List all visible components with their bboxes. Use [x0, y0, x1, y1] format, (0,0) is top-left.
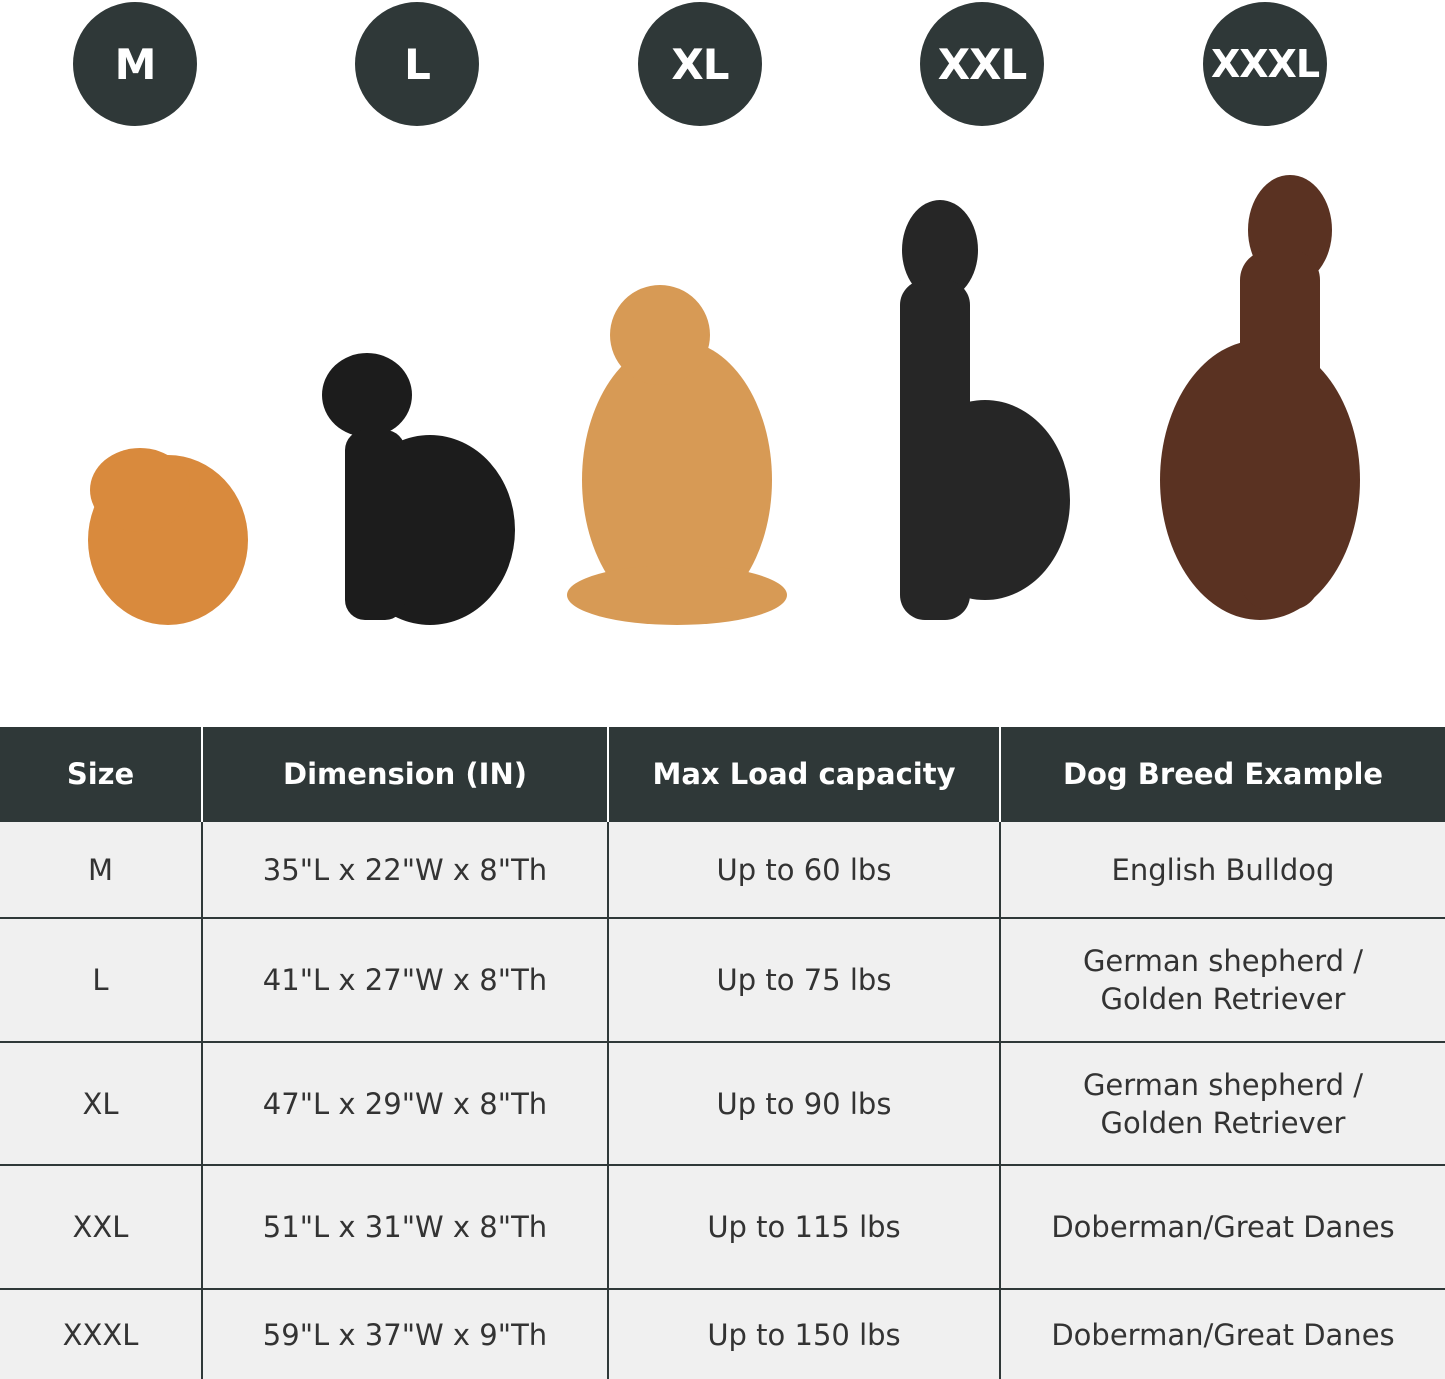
cell-max-load: Up to 75 lbs: [607, 917, 1000, 1042]
cell-dimension: 41"L x 27"W x 8"Th: [201, 917, 608, 1042]
size-chart-table: Size Dimension (IN) Max Load capacity Do…: [0, 727, 1445, 1379]
cell-breed: German shepherd / Golden Retriever: [999, 917, 1445, 1042]
cell-dimension: 47"L x 29"W x 8"Th: [201, 1041, 608, 1165]
table-row: M 35"L x 22"W x 8"Th Up to 60 lbs English B…: [0, 820, 1445, 918]
cell-size: XXXL: [0, 1288, 202, 1379]
size-badge-m: M: [73, 2, 197, 126]
header-size: Size: [0, 727, 202, 821]
table-row: XL 47"L x 29"W x 8"Th Up to 90 lbs German s…: [0, 1041, 1445, 1165]
cell-breed: German shepherd / Golden Retriever: [999, 1041, 1445, 1165]
dog-lineup-image: [88, 175, 1360, 625]
dog-border-collie: [322, 353, 515, 625]
cell-size: M: [0, 820, 202, 918]
dog-great-dane: [900, 200, 1070, 620]
cell-dimension: 35"L x 22"W x 8"Th: [201, 820, 608, 918]
cell-max-load: Up to 115 lbs: [607, 1164, 1000, 1289]
cell-dimension: 51"L x 31"W x 8"Th: [201, 1164, 608, 1289]
cell-size: XXL: [0, 1164, 202, 1289]
size-badge-xxl: XXL: [920, 2, 1044, 126]
header-breed: Dog Breed Example: [999, 727, 1445, 821]
header-max-load: Max Load capacity: [607, 727, 1000, 821]
table-header-row: Size Dimension (IN) Max Load capacity Do…: [0, 727, 1445, 821]
cell-max-load: Up to 150 lbs: [607, 1288, 1000, 1379]
table-row: XXL 51"L x 31"W x 8"Th Up to 115 lbs Doberm…: [0, 1164, 1445, 1289]
size-badge-l: L: [355, 2, 479, 126]
table-row: L 41"L x 27"W x 8"Th Up to 75 lbs German sh…: [0, 917, 1445, 1042]
cell-dimension: 59"L x 37"W x 9"Th: [201, 1288, 608, 1379]
dog-pomeranian: [88, 448, 248, 625]
cell-breed: English Bulldog: [999, 820, 1445, 918]
dog-doberman: [1160, 175, 1360, 620]
cell-max-load: Up to 60 lbs: [607, 820, 1000, 918]
table-row: XXXL 59"L x 37"W x 9"Th Up to 150 lbs Dober…: [0, 1288, 1445, 1379]
cell-max-load: Up to 90 lbs: [607, 1041, 1000, 1165]
cell-breed: Doberman/Great Danes: [999, 1288, 1445, 1379]
cell-breed: Doberman/Great Danes: [999, 1164, 1445, 1289]
size-badge-xl: XL: [638, 2, 762, 126]
cell-size: XL: [0, 1041, 202, 1165]
cell-size: L: [0, 917, 202, 1042]
header-dimension: Dimension (IN): [201, 727, 608, 821]
dog-golden-retriever: [567, 285, 787, 625]
size-badge-xxxl: XXXL: [1203, 2, 1327, 126]
